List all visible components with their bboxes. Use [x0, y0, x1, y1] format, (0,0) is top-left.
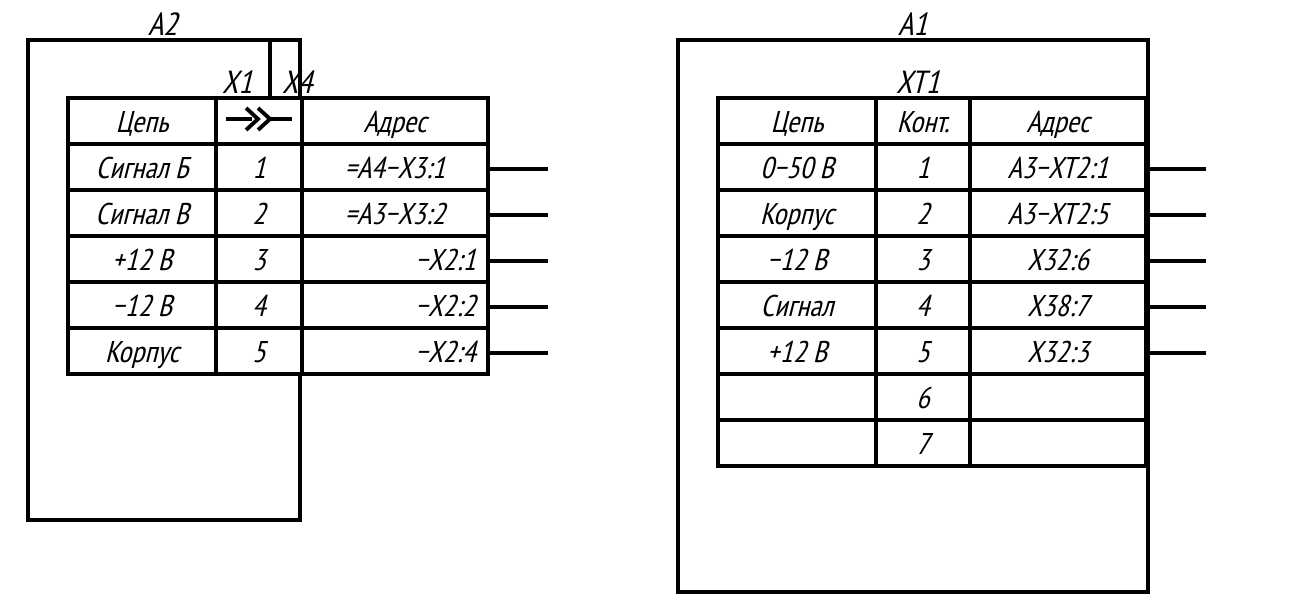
right-row-pin: 5: [876, 328, 970, 374]
right-row-address: A3−XT2:1: [970, 144, 1146, 190]
left-row-address: =A4−X3:1: [302, 144, 488, 190]
left-header-circuit: Цепь: [68, 98, 216, 144]
table-row: +12 В 5 X32:3: [718, 328, 1146, 374]
table-row: 6: [718, 374, 1146, 420]
left-row-circuit: Корпус: [68, 328, 216, 374]
left-header-address: Адрес: [302, 98, 488, 144]
right-header-contact: Конт.: [876, 98, 970, 144]
right-header-address: Адрес: [970, 98, 1146, 144]
left-wire-3: [486, 259, 548, 263]
right-table: Цепь Конт. Адрес 0−50 В 1 A3−XT2:1 Корпу…: [716, 96, 1148, 468]
table-row: −12 В 3 X32:6: [718, 236, 1146, 282]
left-wire-4: [486, 305, 548, 309]
left-row-circuit: Сигнал В: [68, 190, 216, 236]
left-row-pin: 1: [216, 144, 302, 190]
right-row-pin: 2: [876, 190, 970, 236]
right-row-circuit: +12 В: [718, 328, 876, 374]
right-row-circuit: −12 В: [718, 236, 876, 282]
right-wire-3: [1144, 259, 1206, 263]
right-row-circuit: Корпус: [718, 190, 876, 236]
right-row-pin: 7: [876, 420, 970, 466]
right-row-address: [970, 420, 1146, 466]
table-row: −12 В 4 −X2:2: [68, 282, 488, 328]
table-row: Сигнал В 2 =A3−X3:2: [68, 190, 488, 236]
table-row: Корпус 5 −X2:4: [68, 328, 488, 374]
right-row-circuit: [718, 374, 876, 420]
left-row-pin: 3: [216, 236, 302, 282]
table-header-row: Цепь Конт. Адрес: [718, 98, 1146, 144]
left-row-circuit: −12 В: [68, 282, 216, 328]
right-row-pin: 6: [876, 374, 970, 420]
right-header-circuit: Цепь: [718, 98, 876, 144]
right-row-pin: 3: [876, 236, 970, 282]
right-wire-5: [1144, 351, 1206, 355]
plug-arrow-icon: [224, 106, 294, 132]
right-row-address: X32:6: [970, 236, 1146, 282]
left-row-address: −X2:4: [302, 328, 488, 374]
right-row-address: [970, 374, 1146, 420]
table-row: 0−50 В 1 A3−XT2:1: [718, 144, 1146, 190]
right-row-address: A3−XT2:5: [970, 190, 1146, 236]
table-row: +12 В 3 −X2:1: [68, 236, 488, 282]
left-row-circuit: +12 В: [68, 236, 216, 282]
table-row: Сигнал Б 1 =A4−X3:1: [68, 144, 488, 190]
left-row-pin: 4: [216, 282, 302, 328]
right-row-pin: 4: [876, 282, 970, 328]
left-wire-5: [486, 351, 548, 355]
left-row-pin: 2: [216, 190, 302, 236]
left-row-address: −X2:2: [302, 282, 488, 328]
right-wire-1: [1144, 167, 1206, 171]
left-connector-divider: [268, 38, 272, 98]
left-row-address: −X2:1: [302, 236, 488, 282]
table-row: 7: [718, 420, 1146, 466]
right-row-circuit: Сигнал: [718, 282, 876, 328]
left-table: Цепь Адрес Сигнал Б 1 =A4−X3:1 Сигнал В …: [66, 96, 490, 376]
right-row-address: X38:7: [970, 282, 1146, 328]
left-wire-2: [486, 213, 548, 217]
right-wire-4: [1144, 305, 1206, 309]
right-row-circuit: [718, 420, 876, 466]
left-row-circuit: Сигнал Б: [68, 144, 216, 190]
right-row-pin: 1: [876, 144, 970, 190]
left-header-connector-glyph: [216, 98, 302, 144]
left-row-address: =A3−X3:2: [302, 190, 488, 236]
right-wire-2: [1144, 213, 1206, 217]
table-row: Сигнал 4 X38:7: [718, 282, 1146, 328]
left-wire-1: [486, 167, 548, 171]
diagram-stage: A2 X1 X4 Цепь Адрес Сигнал Б 1: [0, 0, 1309, 609]
table-row: Корпус 2 A3−XT2:5: [718, 190, 1146, 236]
left-row-pin: 5: [216, 328, 302, 374]
table-header-row: Цепь Адрес: [68, 98, 488, 144]
right-row-address: X32:3: [970, 328, 1146, 374]
right-row-circuit: 0−50 В: [718, 144, 876, 190]
